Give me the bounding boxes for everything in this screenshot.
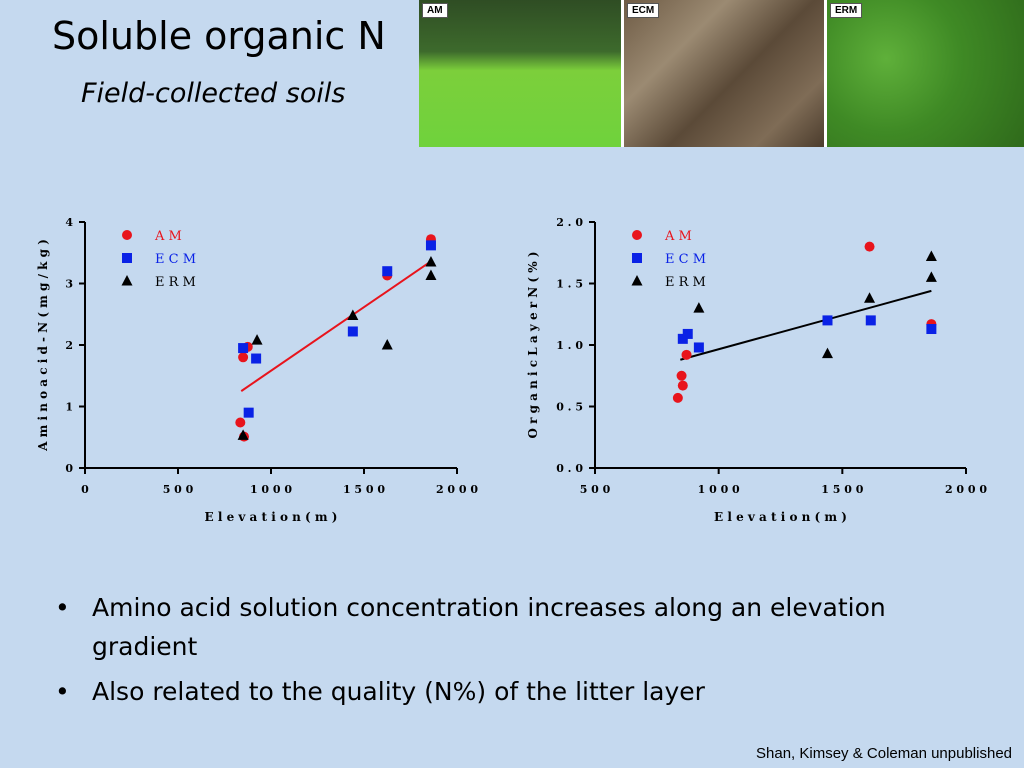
data-point — [926, 324, 937, 335]
photo-tag-ecm: ECM — [627, 3, 660, 18]
data-point — [682, 328, 693, 339]
y-tick-label: 0 . 0 — [556, 462, 583, 475]
legend-label: E R M — [665, 275, 706, 290]
data-point — [251, 353, 262, 364]
data-point — [693, 342, 704, 353]
credit-text: Shan, Kimsey & Coleman unpublished — [756, 745, 1012, 762]
data-point — [251, 334, 263, 345]
y-axis-label: O r g a n i c L a y e r N ( % ) — [526, 251, 540, 438]
x-tick-label: 5 0 0 — [580, 483, 611, 496]
legend-marker — [122, 230, 132, 240]
data-point — [382, 266, 393, 277]
bullet-list: • Amino acid solution concentration incr… — [55, 588, 955, 717]
legend-label: E C M — [155, 252, 196, 267]
bullet-dot-icon: • — [55, 677, 70, 706]
x-tick-label: 1 5 0 0 — [821, 483, 863, 496]
amino-acid-elevation-chart: 0 5 0 0 1 0 0 0 1 5 0 0 2 0 0 0 0 1 2 3 4 E l e v … — [36, 216, 478, 524]
data-point — [237, 429, 249, 440]
data-point — [821, 347, 833, 359]
x-tick-label: 1 0 0 0 — [698, 483, 740, 496]
regression-line — [240, 260, 432, 392]
y-tick-label: 0 — [65, 462, 73, 475]
data-point — [238, 343, 249, 354]
legend-marker — [121, 275, 133, 286]
y-tick-label: 2 . 0 — [556, 216, 583, 229]
data-point — [425, 240, 436, 251]
data-point — [672, 392, 683, 403]
data-point — [925, 250, 937, 261]
bullet-text: Also related to the quality (N%) of the … — [92, 677, 705, 706]
ecm-site-photo: ECM — [624, 0, 827, 147]
x-tick-label: 5 0 0 — [163, 483, 194, 496]
legend-marker — [631, 275, 643, 286]
erm-site-photo: ERM — [827, 0, 1024, 147]
data-point — [864, 241, 875, 252]
data-point — [693, 302, 705, 313]
data-point — [425, 269, 437, 281]
legend-label: A M — [154, 229, 182, 244]
legend-marker — [632, 230, 642, 240]
y-tick-label: 3 — [65, 278, 73, 291]
data-point — [381, 339, 393, 350]
data-point — [677, 380, 688, 391]
bullet-text: Amino acid solution concentration increa… — [92, 593, 886, 661]
data-point — [865, 315, 876, 326]
bullet-item: • Amino acid solution concentration incr… — [55, 588, 955, 666]
vegetation-photo-strip: AM ECM ERM — [419, 0, 1024, 147]
bullet-dot-icon: • — [55, 593, 70, 622]
data-point — [681, 349, 692, 360]
data-point — [243, 407, 254, 418]
slide-subtitle: Field-collected soils — [81, 78, 346, 109]
data-point — [347, 309, 359, 320]
data-point — [347, 326, 358, 337]
data-point — [864, 292, 876, 303]
y-tick-label: 1 . 5 — [556, 278, 583, 291]
legend-marker — [122, 253, 132, 263]
legend-marker — [632, 253, 642, 263]
x-tick-label: 2 0 0 0 — [945, 483, 987, 496]
x-tick-label: 0 — [81, 483, 89, 496]
y-axis-label: A m i n o a c i d - N ( m g / k g ) — [36, 239, 50, 452]
y-tick-label: 4 — [65, 216, 73, 229]
data-point — [676, 370, 687, 381]
x-tick-label: 2 0 0 0 — [436, 483, 478, 496]
y-tick-label: 2 — [65, 339, 73, 352]
x-axis-label: E l e v a t i o n ( m ) — [205, 510, 338, 524]
data-point — [238, 352, 249, 363]
legend-label: E R M — [155, 275, 196, 290]
data-point — [235, 417, 246, 428]
x-tick-label: 1 0 0 0 — [250, 483, 292, 496]
organic-layer-n-elevation-chart: 5 0 0 1 0 0 0 1 5 0 0 2 0 0 0 0 . 0 0 . 5 1 . … — [526, 216, 987, 524]
x-tick-label: 1 5 0 0 — [343, 483, 385, 496]
data-point — [425, 255, 437, 267]
slide-title: Soluble organic N — [52, 14, 386, 58]
y-tick-label: 0 . 5 — [556, 401, 583, 414]
photo-tag-am: AM — [422, 3, 448, 18]
y-tick-label: 1 . 0 — [556, 339, 583, 352]
y-tick-label: 1 — [65, 401, 73, 414]
data-point — [822, 315, 833, 326]
bullet-item: • Also related to the quality (N%) of th… — [55, 672, 955, 711]
legend-label: E C M — [665, 252, 706, 267]
am-site-photo: AM — [419, 0, 624, 147]
regression-line — [680, 289, 932, 361]
legend-label: A M — [664, 229, 692, 244]
data-point — [925, 271, 937, 282]
x-axis-label: E l e v a t i o n ( m ) — [714, 510, 847, 524]
photo-tag-erm: ERM — [830, 3, 863, 18]
